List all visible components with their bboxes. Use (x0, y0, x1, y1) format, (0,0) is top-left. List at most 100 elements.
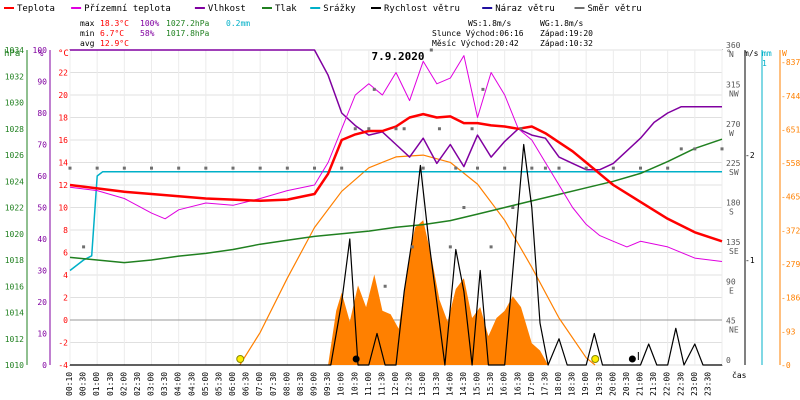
tick-w: -651 (781, 125, 800, 134)
humidity-line (70, 49, 722, 171)
legend-label: Vlhkost (208, 4, 246, 14)
tick-time: 19:00 (581, 372, 590, 396)
tick-time: 07:30 (269, 372, 278, 396)
axis-unit-ms: m/s (744, 49, 759, 58)
tick-dir-name: NE (729, 326, 739, 335)
tick-time: 08:00 (282, 372, 291, 396)
tick-dir-name: SE (729, 247, 739, 256)
tick-time: 07:00 (255, 372, 264, 396)
stat-humidity: 100% (140, 19, 159, 28)
wind-direction-point (720, 147, 724, 151)
wind-direction-point (372, 87, 376, 91)
stat-temp: 6.7°C (100, 29, 124, 38)
tick-hpa: 1024 (5, 177, 24, 186)
axis-unit-mm: mm (762, 49, 772, 58)
tick-w: -186 (781, 294, 800, 303)
tick-time: 05:00 (201, 372, 210, 396)
tick-time: 00:10 (65, 372, 74, 396)
tick-dir-deg: 270 (726, 120, 741, 129)
tick-time: 18:00 (554, 372, 563, 396)
wind-direction-point (639, 166, 642, 170)
tick-dir-name: N (729, 50, 734, 59)
tick-time: 21:30 (649, 372, 658, 396)
tick-time: 22:00 (663, 372, 672, 396)
legend-label: Rychlost větru (384, 4, 460, 14)
wind-direction-point (95, 166, 99, 170)
tick-dir-name: NW (729, 89, 739, 98)
tick-temp: 8 (63, 226, 68, 235)
tick-time: 05:30 (214, 372, 223, 396)
tick-time: 20:30 (622, 372, 631, 396)
tick-time: 02:30 (133, 372, 142, 396)
tick-temp: 4 (63, 271, 68, 280)
tick-w: -279 (781, 260, 800, 269)
tick-time: 00:30 (79, 372, 88, 396)
stat-label: max (80, 19, 95, 28)
wind-direction-point (666, 166, 670, 170)
tick-hpa: 1026 (5, 151, 24, 160)
tick-time: 14:00 (445, 372, 454, 396)
tick-temp: 14 (58, 159, 68, 168)
tick-time: 13:30 (432, 372, 441, 396)
tick-time: 10:00 (337, 372, 346, 396)
moonrise-marker (628, 355, 636, 363)
tick-pct: 70 (37, 141, 47, 150)
axis-unit-temp: °C (58, 49, 69, 59)
tick-temp: -2 (58, 339, 68, 348)
wind-direction-point (503, 166, 507, 170)
tick-dir-deg: 90 (726, 277, 736, 286)
wind-direction-point (340, 166, 344, 170)
tick-temp: 16 (58, 136, 68, 145)
tick-time: 03:30 (160, 372, 169, 396)
axis-time-label: čas (732, 370, 747, 380)
stat-rain: 0.2mm (226, 19, 250, 28)
legend-label: Náraz větru (495, 4, 555, 14)
wind-direction-point (519, 127, 523, 131)
tick-temp: 10 (58, 204, 68, 213)
tick-pct: 40 (37, 235, 47, 244)
tick-time: 04:30 (187, 372, 196, 396)
wind-direction-point (313, 166, 316, 170)
wind-direction-point (367, 127, 371, 131)
wind-direction-point (410, 245, 414, 249)
tick-time: 21:00 (636, 372, 645, 396)
wind-direction-point (543, 166, 547, 170)
wind-direction-point (462, 206, 466, 209)
tick-temp: 20 (58, 91, 68, 100)
wind-direction-point (177, 166, 181, 170)
tick-dir-deg: 180 (726, 199, 741, 208)
tick-time: 23:30 (703, 372, 712, 396)
axis-unit-pct: % (38, 49, 44, 59)
tick-time: 15:30 (486, 372, 495, 396)
tick-temp: 2 (63, 294, 68, 303)
tick-time: 13:00 (418, 372, 427, 396)
moonset-marker (352, 355, 360, 363)
tick-mm-top: 1 (762, 59, 767, 68)
stat-label: avg (80, 39, 95, 48)
wind-direction-point (353, 127, 357, 131)
tick-pct: 0 (42, 361, 47, 370)
info-moon-set: Západ:10:32 (540, 39, 593, 48)
tick-w: -0 (781, 361, 791, 370)
wind-direction-point (383, 284, 387, 288)
tick-time: 01:00 (92, 372, 101, 396)
tick-time: 18:30 (568, 372, 577, 396)
wind-direction-point (150, 166, 153, 170)
tick-dir-name: E (729, 286, 734, 295)
tick-pct: 10 (37, 330, 47, 339)
wind-direction-point (611, 166, 615, 170)
tick-time: 15:00 (473, 372, 482, 396)
tick-dir-deg: 0 (726, 356, 731, 365)
tick-pct: 50 (37, 204, 47, 213)
tick-pct: 20 (37, 298, 47, 307)
legend-label: Přízemní teplota (84, 4, 171, 14)
wind-direction-point (489, 245, 493, 249)
tick-time: 09:00 (310, 372, 319, 396)
tick-dir-deg: 225 (726, 159, 741, 168)
tick-temp: 18 (58, 114, 68, 123)
wind-direction-point (68, 166, 72, 170)
tick-hpa: 1028 (5, 125, 24, 134)
tick-dir-name: SW (729, 168, 739, 177)
wind-direction-point (511, 206, 515, 209)
rain-line (69, 171, 722, 272)
